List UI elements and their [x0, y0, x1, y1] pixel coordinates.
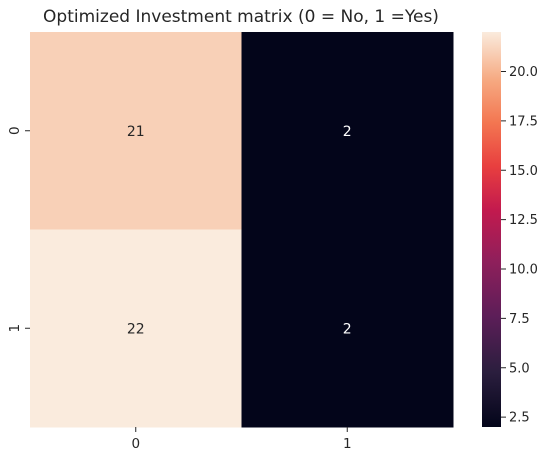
- heatmap-cell: [30, 32, 242, 230]
- colorbar: 2.5 5.0 7.5 10.0 12.5 15.0 17.5 20.0: [482, 32, 538, 427]
- colorbar-tick-label: 17.5: [509, 114, 538, 129]
- colorbar-tick-label: 15.0: [509, 164, 538, 179]
- colorbar-tick-label: 12.5: [509, 213, 538, 228]
- y-axis: 01: [7, 126, 30, 333]
- heatmap-cell-labels: 21 222 2: [127, 124, 352, 338]
- cell-value-label: 21: [127, 124, 145, 140]
- chart-title: Optimized Investment matrix (0 = No, 1 =…: [43, 7, 439, 27]
- cell-value-label: 2: [343, 321, 352, 337]
- heatmap-cell: [30, 229, 242, 428]
- colorbar-tick-label: 2.5: [509, 411, 530, 426]
- x-tick-label: 1: [343, 436, 352, 452]
- y-tick-label: 0: [7, 126, 23, 135]
- colorbar-tick-label: 10.0: [509, 263, 538, 278]
- colorbar-gradient: [482, 32, 501, 427]
- colorbar-ticks: 2.5 5.0 7.5 10.0 12.5 15.0 17.5 20.0: [501, 65, 538, 426]
- cell-value-label: 22: [127, 321, 145, 337]
- x-tick-label: 0: [131, 436, 140, 452]
- heatmap-cell: [241, 229, 454, 428]
- colorbar-tick-label: 5.0: [509, 361, 530, 376]
- cell-value-label: 2: [343, 124, 352, 140]
- heatmap-cells: [30, 32, 454, 428]
- colorbar-tick-label: 20.0: [509, 65, 538, 80]
- y-tick-label: 1: [7, 324, 23, 333]
- colorbar-tick-label: 7.5: [509, 312, 530, 327]
- heatmap-cell: [241, 32, 454, 230]
